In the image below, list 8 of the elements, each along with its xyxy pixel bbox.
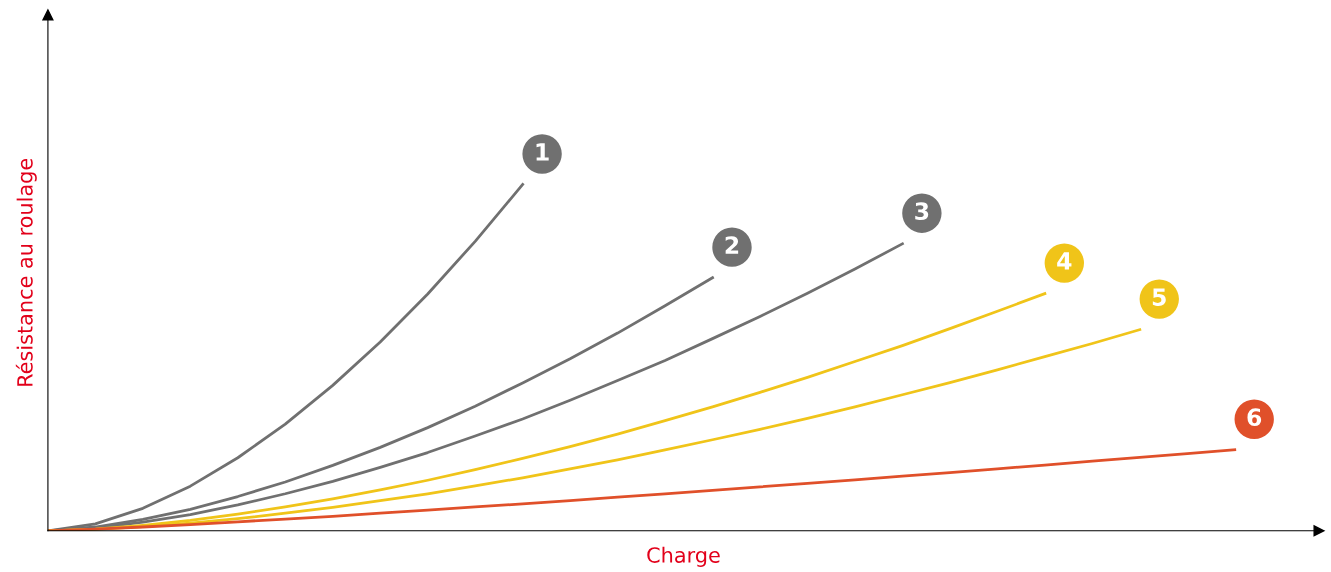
series-label: 3 [915,202,929,221]
series-label: 6 [1247,408,1262,427]
x-axis-title: Charge [647,546,720,567]
y-axis-title: Résistance au roulage [15,158,37,386]
series-label: 5 [1152,288,1166,306]
series-label: 4 [1057,252,1072,270]
series-label: 1 [536,143,549,161]
series-label: 2 [725,236,739,254]
